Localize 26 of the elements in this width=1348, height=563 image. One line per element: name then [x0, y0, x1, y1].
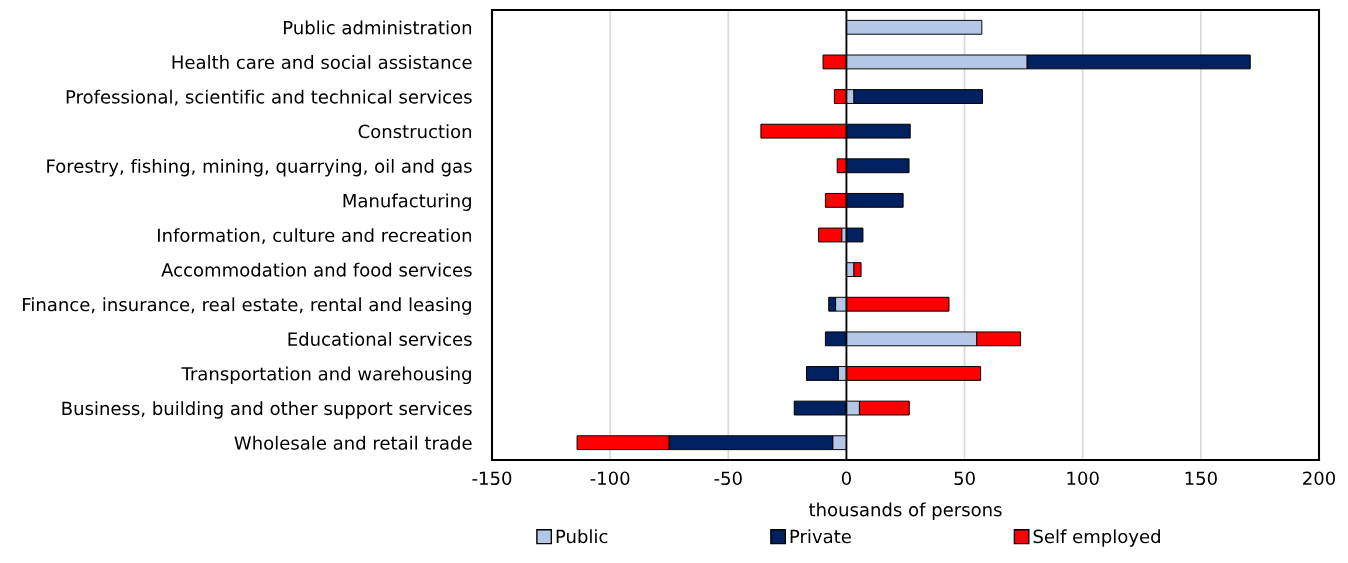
- y-tick-label: Business, building and other support services: [62, 401, 472, 419]
- y-tick-label: Professional, scientific and technical services: [66, 89, 472, 106]
- x-tick-label: -100: [590, 471, 630, 486]
- y-tick-label: Manufacturing: [343, 193, 471, 211]
- legend-label: Private: [790, 529, 851, 544]
- y-tick-label: Accommodation and food services: [161, 262, 472, 277]
- x-tick-label: 200: [1303, 471, 1336, 486]
- x-tick-label: -50: [714, 471, 742, 486]
- y-tick-label: Wholesale and retail trade: [234, 435, 472, 450]
- y-tick-label: Information, culture and recreation: [158, 228, 472, 244]
- x-tick-label: 0: [841, 471, 851, 486]
- legend-label: Self employed: [1033, 529, 1160, 547]
- y-tick-label: Finance, insurance, real estate, rental and leasing: [23, 297, 471, 315]
- y-tick-label: Forestry, fishing, mining, quarrying, oil and gas: [47, 158, 472, 177]
- y-tick-label: Educational services: [288, 331, 472, 346]
- x-tick-label: 50: [954, 471, 975, 486]
- y-tick-label: Transportation and warehousing: [181, 366, 471, 385]
- y-tick-label: Health care and social assistance: [172, 55, 472, 70]
- bar: [818, 227, 843, 243]
- x-tick-label: -150: [472, 471, 512, 486]
- x-tick-label: 150: [1185, 471, 1217, 486]
- x-axis-title: thousands of persons: [809, 502, 1002, 520]
- x-tick-label: 100: [1067, 471, 1099, 486]
- legend-label: Public: [556, 529, 608, 544]
- y-tick-label: Construction: [358, 124, 472, 139]
- y-tick-label: Public administration: [284, 20, 472, 35]
